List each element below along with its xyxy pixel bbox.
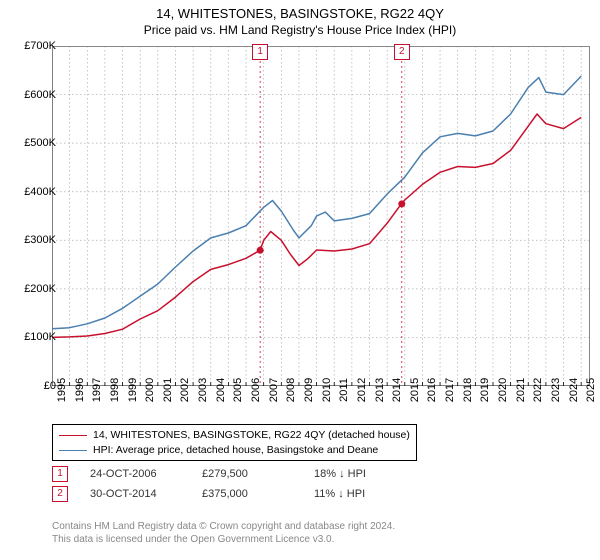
chart-subtitle: Price paid vs. HM Land Registry's House …: [0, 21, 600, 41]
y-tick-label: £0: [44, 380, 56, 392]
annotation-date: 30-OCT-2014: [90, 488, 180, 500]
footer-line: Contains HM Land Registry data © Crown c…: [52, 520, 395, 533]
x-tick-label: 1997: [91, 378, 103, 402]
y-tick-label: £200K: [24, 283, 56, 295]
annotation-price: £279,500: [202, 468, 292, 480]
x-tick-label: 2006: [250, 378, 262, 402]
annotation-delta: 18% ↓ HPI: [314, 468, 404, 480]
sale-annotations: 1 24-OCT-2006 £279,500 18% ↓ HPI 2 30-OC…: [52, 466, 404, 506]
sale-marker-flag: 2: [394, 44, 410, 60]
legend-swatch: [59, 435, 87, 436]
footer-attribution: Contains HM Land Registry data © Crown c…: [52, 520, 395, 546]
chart-plot-area: [52, 46, 590, 386]
x-tick-label: 2012: [356, 378, 368, 402]
x-tick-label: 2005: [232, 378, 244, 402]
x-tick-label: 2022: [532, 378, 544, 402]
y-tick-label: £300K: [24, 234, 56, 246]
x-tick-label: 2004: [215, 378, 227, 402]
x-tick-label: 2019: [479, 378, 491, 402]
plot-border: [52, 46, 590, 386]
annotation-marker: 1: [52, 466, 68, 482]
x-tick-label: 2015: [409, 378, 421, 402]
y-tick-label: £700K: [24, 40, 56, 52]
annotation-row: 2 30-OCT-2014 £375,000 11% ↓ HPI: [52, 486, 404, 502]
legend-swatch: [59, 450, 87, 451]
y-tick-label: £400K: [24, 186, 56, 198]
annotation-marker: 2: [52, 486, 68, 502]
x-tick-label: 1996: [74, 378, 86, 402]
x-tick-label: 2001: [162, 378, 174, 402]
chart-title: 14, WHITESTONES, BASINGSTOKE, RG22 4QY: [0, 0, 600, 21]
legend-item: HPI: Average price, detached house, Basi…: [59, 443, 410, 458]
chart-container: 14, WHITESTONES, BASINGSTOKE, RG22 4QY P…: [0, 0, 600, 560]
x-tick-label: 2018: [462, 378, 474, 402]
chart-legend: 14, WHITESTONES, BASINGSTOKE, RG22 4QY (…: [52, 424, 417, 461]
annotation-row: 1 24-OCT-2006 £279,500 18% ↓ HPI: [52, 466, 404, 482]
x-tick-label: 2016: [426, 378, 438, 402]
x-tick-label: 2021: [515, 378, 527, 402]
x-tick-label: 2013: [374, 378, 386, 402]
y-tick-label: £100K: [24, 331, 56, 343]
x-tick-label: 2008: [285, 378, 297, 402]
x-tick-label: 2002: [179, 378, 191, 402]
x-tick-label: 2020: [497, 378, 509, 402]
annotation-delta: 11% ↓ HPI: [314, 488, 404, 500]
y-tick-label: £500K: [24, 137, 56, 149]
annotation-date: 24-OCT-2006: [90, 468, 180, 480]
sale-marker-flag: 1: [252, 44, 268, 60]
x-tick-label: 1999: [127, 378, 139, 402]
x-tick-label: 1995: [56, 378, 68, 402]
legend-label: 14, WHITESTONES, BASINGSTOKE, RG22 4QY (…: [93, 428, 410, 443]
x-tick-label: 2024: [568, 378, 580, 402]
x-tick-label: 2010: [321, 378, 333, 402]
legend-label: HPI: Average price, detached house, Basi…: [93, 443, 378, 458]
footer-line: This data is licensed under the Open Gov…: [52, 533, 395, 546]
x-tick-label: 2011: [338, 378, 350, 402]
x-tick-label: 2007: [268, 378, 280, 402]
x-tick-label: 2023: [550, 378, 562, 402]
y-tick-label: £600K: [24, 89, 56, 101]
annotation-price: £375,000: [202, 488, 292, 500]
x-tick-label: 2009: [303, 378, 315, 402]
legend-item: 14, WHITESTONES, BASINGSTOKE, RG22 4QY (…: [59, 428, 410, 443]
x-tick-label: 2017: [444, 378, 456, 402]
x-tick-label: 2003: [197, 378, 209, 402]
x-tick-label: 2014: [391, 378, 403, 402]
x-tick-label: 1998: [109, 378, 121, 402]
x-tick-label: 2025: [585, 378, 597, 402]
x-tick-label: 2000: [144, 378, 156, 402]
